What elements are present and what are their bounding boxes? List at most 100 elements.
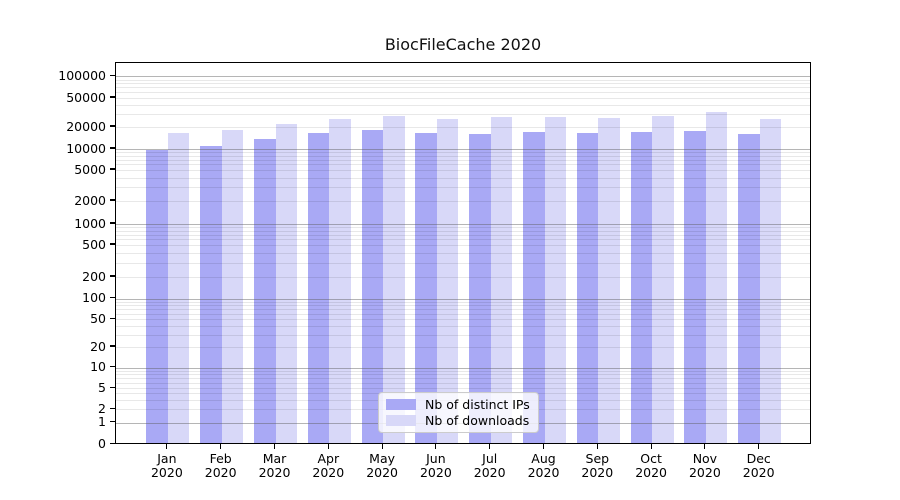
gridline-minor — [116, 227, 810, 229]
gridline-minor — [116, 114, 810, 116]
gridline-minor — [116, 170, 810, 171]
gridline-minor — [116, 159, 810, 161]
x-tick-label: Aug 2020 — [527, 451, 560, 480]
chart-title: BiocFileCache 2020 — [384, 35, 542, 54]
y-tick-mark — [110, 96, 115, 98]
gridline-minor — [116, 155, 810, 157]
gridline-minor — [116, 177, 810, 179]
gridline-minor — [116, 277, 810, 278]
y-tick-mark — [110, 275, 115, 277]
bar-nb-of-downloads-nov-2020 — [705, 112, 728, 443]
x-tick-mark — [435, 443, 437, 449]
gridline-minor — [116, 319, 810, 321]
x-tick-label: Mar 2020 — [258, 451, 291, 480]
bar-nb-of-downloads-jan-2020 — [167, 132, 190, 443]
y-tick-mark — [110, 125, 115, 127]
x-tick-label: Jun 2020 — [419, 451, 452, 480]
bar-nb-of-distinct-ips-aug-2020 — [523, 131, 545, 443]
gridline-minor — [116, 347, 810, 348]
legend-label-distinct-ips: Nb of distinct IPs — [425, 396, 530, 412]
bar-nb-of-downloads-jun-2020 — [436, 118, 459, 443]
y-tick-label: 2 — [98, 400, 106, 416]
y-tick-mark — [110, 407, 115, 409]
gridline-minor — [116, 326, 810, 328]
bar-nb-of-distinct-ips-jun-2020 — [415, 132, 437, 443]
y-tick-mark — [110, 366, 115, 368]
x-tick-mark — [489, 443, 491, 449]
gridline-minor — [116, 370, 810, 372]
x-tick-mark — [381, 443, 383, 449]
gridline-minor — [116, 234, 810, 236]
y-tick-label: 50 — [90, 310, 106, 326]
legend-swatch-downloads — [386, 415, 416, 427]
y-tick-label: 1 — [98, 414, 106, 430]
y-tick-label: 2000 — [74, 192, 106, 208]
bar-nb-of-distinct-ips-sep-2020 — [576, 132, 599, 443]
gridline-minor — [116, 301, 810, 303]
y-tick-label: 1000 — [74, 215, 106, 231]
x-tick-mark — [542, 443, 545, 449]
gridline-minor — [116, 92, 810, 94]
gridline-minor — [116, 105, 810, 107]
gridline-minor — [116, 127, 810, 128]
gridline-major — [116, 224, 810, 225]
gridline-minor — [116, 152, 810, 154]
gridline-minor — [116, 187, 810, 189]
x-tick-label: May 2020 — [366, 451, 398, 480]
x-tick-mark — [166, 443, 168, 449]
y-tick-label: 10 — [90, 359, 106, 375]
y-tick-label: 200 — [82, 268, 106, 284]
y-tick-mark — [110, 147, 115, 149]
x-tick-mark — [596, 443, 598, 449]
gridline-minor — [116, 382, 810, 384]
x-tick-mark — [704, 443, 706, 449]
bar-nb-of-downloads-feb-2020 — [221, 129, 244, 443]
y-tick-mark — [110, 386, 115, 388]
legend: Nb of distinct IPs Nb of downloads — [378, 392, 539, 433]
bar-nb-of-distinct-ips-oct-2020 — [630, 131, 653, 443]
bar-nb-of-distinct-ips-jan-2020 — [146, 150, 168, 443]
x-tick-label: Oct 2020 — [635, 451, 667, 480]
gridline-minor — [116, 164, 810, 166]
x-tick-mark — [273, 443, 276, 449]
gridline-minor — [116, 87, 810, 89]
y-tick-mark — [110, 243, 115, 245]
bar-nb-of-downloads-may-2020 — [383, 115, 405, 443]
y-tick-mark — [110, 168, 115, 170]
x-tick-label: Apr 2020 — [312, 451, 345, 480]
y-tick-mark — [110, 317, 115, 319]
gridline-minor — [116, 245, 810, 246]
gridline-minor — [116, 79, 810, 81]
x-tick-mark — [327, 443, 329, 449]
y-tick-mark — [110, 199, 115, 201]
bar-nb-of-distinct-ips-mar-2020 — [254, 139, 276, 443]
bar-nb-of-distinct-ips-jul-2020 — [469, 133, 491, 443]
gridline-minor — [116, 374, 810, 376]
bar-nb-of-downloads-jul-2020 — [490, 116, 513, 443]
y-tick-label: 50000 — [66, 89, 106, 105]
gridline-minor — [116, 378, 810, 380]
bar-nb-of-downloads-aug-2020 — [544, 116, 566, 443]
legend-item-distinct-ips: Nb of distinct IPs — [386, 397, 531, 412]
y-tick-label: 20000 — [66, 118, 106, 134]
x-tick-mark — [220, 443, 222, 449]
y-tick-mark — [110, 297, 115, 299]
x-tick-label: Jul 2020 — [473, 451, 506, 480]
y-tick-label: 100 — [82, 290, 106, 306]
bar-nb-of-distinct-ips-feb-2020 — [200, 146, 222, 443]
bar-nb-of-downloads-sep-2020 — [598, 117, 620, 443]
gridline-minor — [116, 309, 810, 311]
y-tick-label: 20 — [90, 338, 106, 354]
y-tick-mark — [110, 345, 115, 347]
x-tick-label: Jan 2020 — [150, 451, 183, 480]
legend-swatch-distinct-ips — [386, 398, 416, 410]
bar-nb-of-downloads-oct-2020 — [652, 115, 674, 443]
y-tick-mark — [110, 421, 115, 423]
bar-nb-of-downloads-dec-2020 — [759, 119, 782, 443]
gridline-major — [116, 367, 810, 369]
gridline-minor — [116, 239, 810, 241]
legend-item-downloads: Nb of downloads — [386, 413, 531, 428]
y-tick-label: 5 — [98, 379, 106, 395]
gridline-major — [116, 149, 810, 150]
